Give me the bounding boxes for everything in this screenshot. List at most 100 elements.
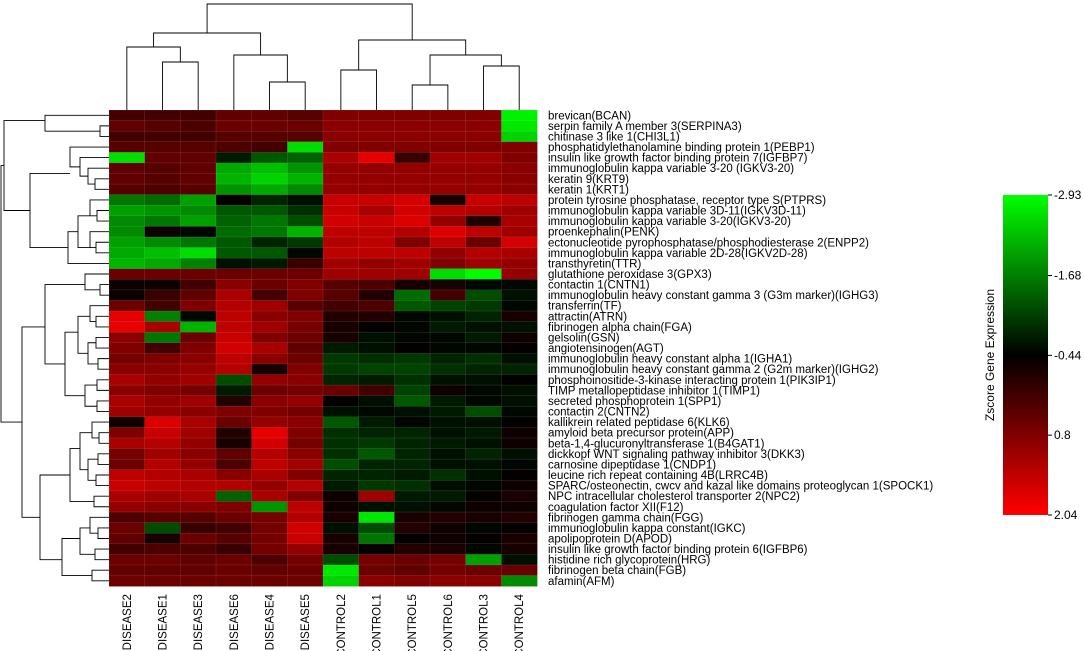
heatmap-cell (180, 353, 217, 365)
heatmap-cell (215, 268, 253, 280)
heatmap-cell (287, 204, 324, 217)
heatmap-cell (144, 575, 181, 587)
heatmap-cell (287, 437, 324, 450)
gene-label: serpin family A member 3(SERPINA3) (548, 121, 742, 133)
row-dendrogram-branch (61, 538, 92, 576)
heatmap-cell (108, 522, 146, 534)
heatmap-cell (322, 448, 360, 460)
heatmap-cell (394, 395, 431, 407)
heatmap-cell (394, 374, 431, 386)
colorbar-tick-label: -1.68 (1054, 268, 1082, 282)
heatmap-cell (287, 543, 324, 556)
heatmap-cell (144, 226, 181, 238)
row-dendrogram-branch (99, 125, 109, 137)
heatmap-cell (465, 300, 503, 312)
heatmap-cell (215, 522, 253, 534)
heatmap-cell (144, 279, 181, 291)
heatmap-cell (251, 257, 288, 270)
heatmap-cell (358, 469, 396, 481)
heatmap-cell (465, 236, 503, 249)
heatmap-cell (180, 141, 217, 153)
heatmap-cell (501, 448, 538, 460)
heatmap-cell (144, 310, 181, 323)
heatmap-cell (180, 204, 217, 217)
heatmap-cell (394, 554, 431, 566)
heatmap-cell (465, 353, 503, 365)
heatmap-cell (358, 247, 396, 259)
heatmap-cell (180, 448, 217, 460)
heatmap-cell (215, 321, 253, 333)
heatmap-cell (501, 395, 538, 407)
heatmap-cell (429, 310, 467, 323)
row-dendrogram-branch (97, 358, 109, 370)
heatmap-cell (501, 543, 538, 556)
heatmap-cell (501, 226, 538, 238)
heatmap-cell (322, 173, 360, 185)
heatmap-cell (429, 226, 467, 238)
heatmap-cell (429, 416, 467, 429)
heatmap-cell (287, 353, 324, 365)
heatmap-cell (108, 141, 146, 153)
heatmap-cell (358, 162, 396, 175)
heatmap-cell (501, 257, 538, 270)
heatmap-cell (465, 247, 503, 259)
heatmap-cell (215, 194, 253, 206)
column-dendrogram-branch (411, 84, 449, 110)
heatmap-cell (322, 469, 360, 481)
heatmap-cell (215, 532, 253, 545)
heatmap-cell (180, 300, 217, 312)
heatmap-cell (287, 564, 324, 577)
heatmap-cell (215, 501, 253, 513)
sample-label: CONTROL4 (514, 593, 526, 651)
heatmap-cell (251, 522, 288, 534)
gene-label: phosphoinositide-3-kinase interacting pr… (548, 375, 836, 387)
heatmap-cell (180, 458, 217, 471)
heatmap-cell (287, 109, 324, 122)
heatmap-cell (180, 384, 217, 397)
heatmap-cell (215, 395, 253, 407)
heatmap-cell (144, 130, 181, 143)
heatmap-cell (394, 448, 431, 460)
heatmap-cell (180, 405, 217, 418)
heatmap-cell (358, 289, 396, 302)
heatmap-cell (251, 109, 288, 122)
heatmap-cell (108, 353, 146, 365)
heatmap-cell (287, 469, 324, 481)
colorbar-title: Zscore Gene Expression (983, 289, 997, 421)
heatmap-cell (108, 321, 146, 333)
heatmap-cell (465, 310, 503, 323)
heatmap-cell (429, 289, 467, 302)
heatmap-cell (251, 490, 288, 503)
row-dendrogram-branch (64, 331, 85, 397)
heatmap-cell (429, 353, 467, 365)
gene-label: kallikrein related peptidase 6(KLK6) (548, 417, 730, 429)
gene-label: TIMP metallopeptidase inhibitor 1(TIMP1) (548, 385, 760, 397)
heatmap-cell (394, 416, 431, 429)
heatmap-cell (108, 490, 146, 503)
heatmap-cell (394, 353, 431, 365)
heatmap-cell (180, 310, 217, 323)
heatmap-cell (465, 448, 503, 460)
gene-label: SPARC/osteonectin, cwcv and kazal like d… (548, 481, 933, 493)
heatmap-cell (251, 236, 288, 249)
heatmap-cell (465, 130, 503, 143)
heatmap-cell (251, 384, 288, 397)
heatmap-cell (215, 511, 253, 524)
heatmap-cell (287, 458, 324, 471)
heatmap-cell (465, 120, 503, 132)
heatmap-cell (429, 437, 467, 450)
heatmap-cell (322, 405, 360, 418)
heatmap-cell (215, 384, 253, 397)
heatmap-cell (394, 405, 431, 418)
heatmap-cell (465, 342, 503, 354)
heatmap-cell (287, 522, 324, 534)
heatmap-cell (144, 427, 181, 439)
heatmap-cell (358, 405, 396, 418)
heatmap-cell (394, 427, 431, 439)
heatmap-cell (287, 257, 324, 270)
heatmap-cell (180, 109, 217, 122)
heatmap-cell (287, 247, 324, 259)
heatmap-cell (144, 120, 181, 132)
heatmap-cell (501, 384, 538, 397)
heatmap-cell (215, 416, 253, 429)
